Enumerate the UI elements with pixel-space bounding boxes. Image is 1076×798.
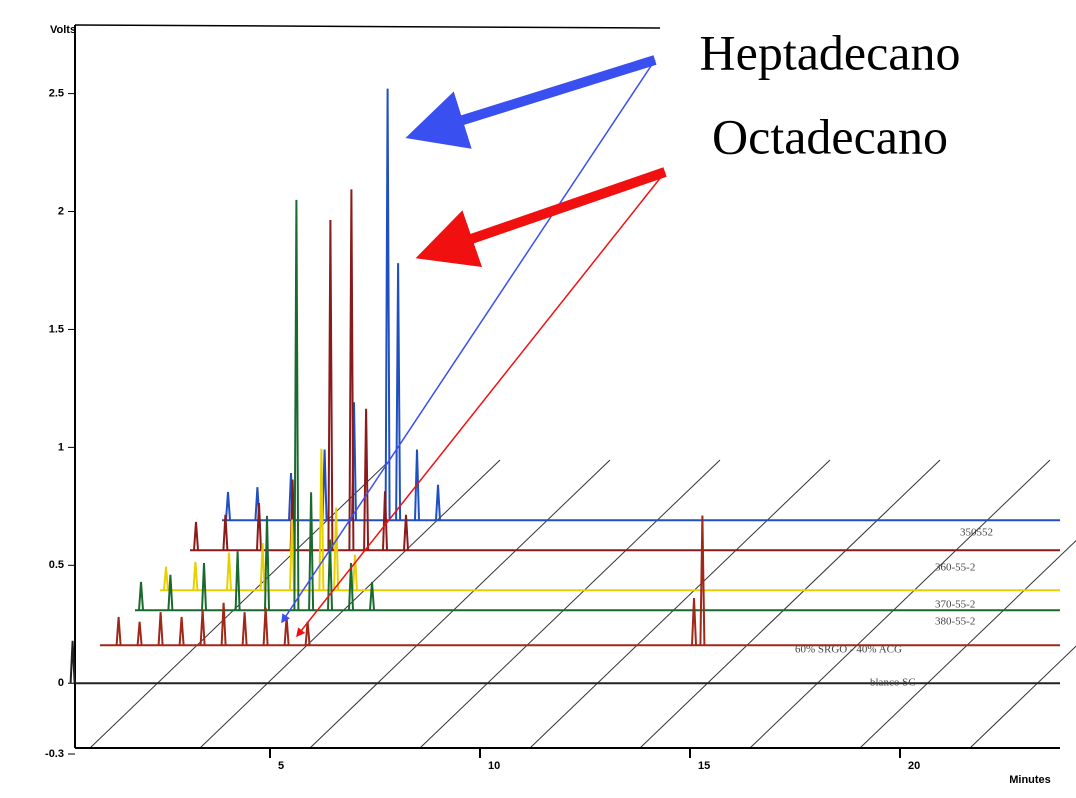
peak bbox=[348, 189, 355, 551]
y-axis-title: Volts bbox=[50, 24, 76, 36]
grid-diagonal bbox=[859, 539, 1076, 749]
peak bbox=[289, 519, 295, 591]
y-tick-label: 0.5 bbox=[49, 559, 64, 571]
pointer-line bbox=[281, 59, 656, 624]
peak bbox=[333, 507, 340, 591]
grid-diagonal bbox=[419, 459, 721, 749]
peak bbox=[115, 616, 122, 646]
peak bbox=[293, 199, 300, 611]
peak bbox=[192, 561, 199, 591]
y-tick-label: 2 bbox=[58, 205, 64, 217]
peak bbox=[241, 612, 248, 646]
arrow bbox=[415, 167, 667, 268]
peak bbox=[69, 640, 76, 684]
top-frame bbox=[74, 24, 661, 29]
series-label: 360-55-2 bbox=[935, 562, 975, 574]
peak bbox=[395, 263, 402, 521]
peak bbox=[163, 566, 169, 591]
series-label: 380-55-2 bbox=[935, 616, 975, 628]
annotation: Octadecano bbox=[712, 108, 948, 164]
y-tick-label: -0.3 bbox=[45, 748, 64, 760]
series-label: 60% SRGO - 40% ACG bbox=[795, 644, 902, 656]
peak bbox=[167, 574, 174, 611]
peak bbox=[283, 616, 290, 646]
peak bbox=[259, 543, 266, 591]
x-axis-title: Minutes bbox=[1009, 774, 1051, 786]
arrow bbox=[405, 55, 657, 149]
perspective-grid bbox=[89, 459, 1076, 749]
peak bbox=[193, 521, 199, 551]
peak bbox=[435, 484, 441, 521]
x-tick-label: 10 bbox=[488, 760, 500, 772]
peak bbox=[327, 220, 334, 551]
grid-diagonal bbox=[529, 459, 831, 749]
y-tick-label: 1.5 bbox=[49, 323, 64, 335]
peak bbox=[222, 514, 229, 551]
peak bbox=[234, 551, 241, 611]
peak bbox=[226, 552, 232, 591]
peak bbox=[403, 514, 409, 551]
y-tick-label: 1 bbox=[58, 441, 64, 453]
grid-diagonal bbox=[639, 459, 941, 749]
x-tick-label: 20 bbox=[908, 760, 920, 772]
peak bbox=[369, 581, 375, 611]
peak bbox=[138, 581, 144, 611]
grid-diagonal bbox=[749, 459, 1051, 749]
peak bbox=[352, 554, 358, 591]
plot: 350552 360-55-2 370-55-2 380-55-2 60% SRGO -… bbox=[69, 88, 1060, 689]
peak bbox=[691, 598, 697, 646]
peak bbox=[262, 607, 269, 646]
peak bbox=[157, 612, 164, 646]
peak bbox=[414, 449, 420, 521]
peak bbox=[178, 616, 185, 646]
peak bbox=[256, 503, 262, 551]
series-label: 370-55-2 bbox=[935, 599, 975, 611]
grid-diagonal bbox=[309, 459, 611, 749]
series-label: blanco SC bbox=[870, 677, 916, 689]
peak bbox=[308, 492, 315, 611]
peak bbox=[264, 515, 270, 611]
x-tick-label: 15 bbox=[698, 760, 710, 772]
x-tick-label: 5 bbox=[278, 760, 284, 772]
peak bbox=[220, 602, 227, 646]
peak bbox=[225, 491, 231, 521]
pointer-line bbox=[296, 171, 666, 638]
peak bbox=[201, 563, 207, 611]
peak bbox=[321, 449, 328, 521]
peak bbox=[199, 609, 206, 646]
peak bbox=[348, 563, 354, 611]
peak bbox=[363, 408, 370, 551]
peak bbox=[318, 448, 325, 591]
peak bbox=[384, 88, 391, 521]
peak bbox=[136, 621, 143, 646]
annotation: Heptadecano bbox=[700, 24, 961, 80]
peak bbox=[327, 539, 333, 611]
y-tick-label: 2.5 bbox=[49, 87, 64, 99]
peak bbox=[382, 491, 388, 551]
y-tick-label: 0 bbox=[58, 677, 64, 689]
grid-diagonal bbox=[969, 645, 1076, 749]
series-label: 350552 bbox=[960, 527, 993, 539]
peak bbox=[699, 515, 706, 646]
